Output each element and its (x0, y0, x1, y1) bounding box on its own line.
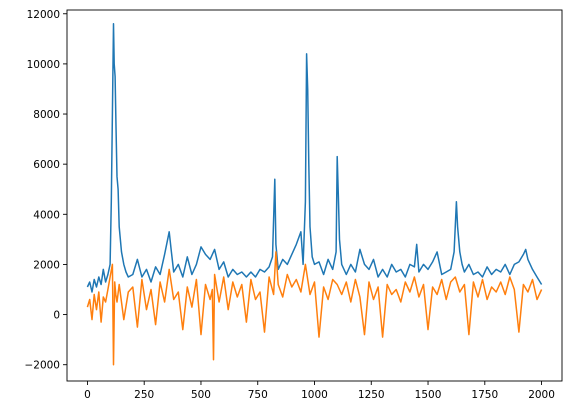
y-tick-label: −2000 (24, 360, 60, 372)
plot-frame (66, 9, 563, 382)
y-tick-label: 10000 (27, 59, 60, 71)
x-tick-label: 1250 (358, 389, 385, 401)
y-tick-label: 8000 (33, 109, 60, 121)
series-line-0 (86, 23, 543, 293)
x-tick-label: 2000 (528, 389, 555, 401)
x-tick-label: 750 (248, 389, 268, 401)
x-tick-label: 1000 (301, 389, 328, 401)
y-tick-label: 12000 (27, 9, 60, 21)
x-tick-label: 500 (191, 389, 211, 401)
x-tick-label: 250 (134, 389, 154, 401)
x-tick-label: 1500 (415, 389, 442, 401)
x-tick-label: 1750 (471, 389, 498, 401)
y-tick-label: 4000 (33, 209, 60, 221)
x-axis: 0 250 500 750 1000 1250 1500 1750 2000 (84, 381, 555, 401)
y-tick-label: 6000 (33, 159, 60, 171)
series-layer (86, 23, 543, 366)
y-tick-label: 2000 (33, 259, 60, 271)
x-tick-label: 0 (84, 389, 91, 401)
series-line-1 (86, 251, 543, 366)
y-tick-label: 0 (53, 310, 60, 322)
y-axis: −2000 0 2000 4000 6000 8000 10000 12000 (24, 9, 67, 372)
